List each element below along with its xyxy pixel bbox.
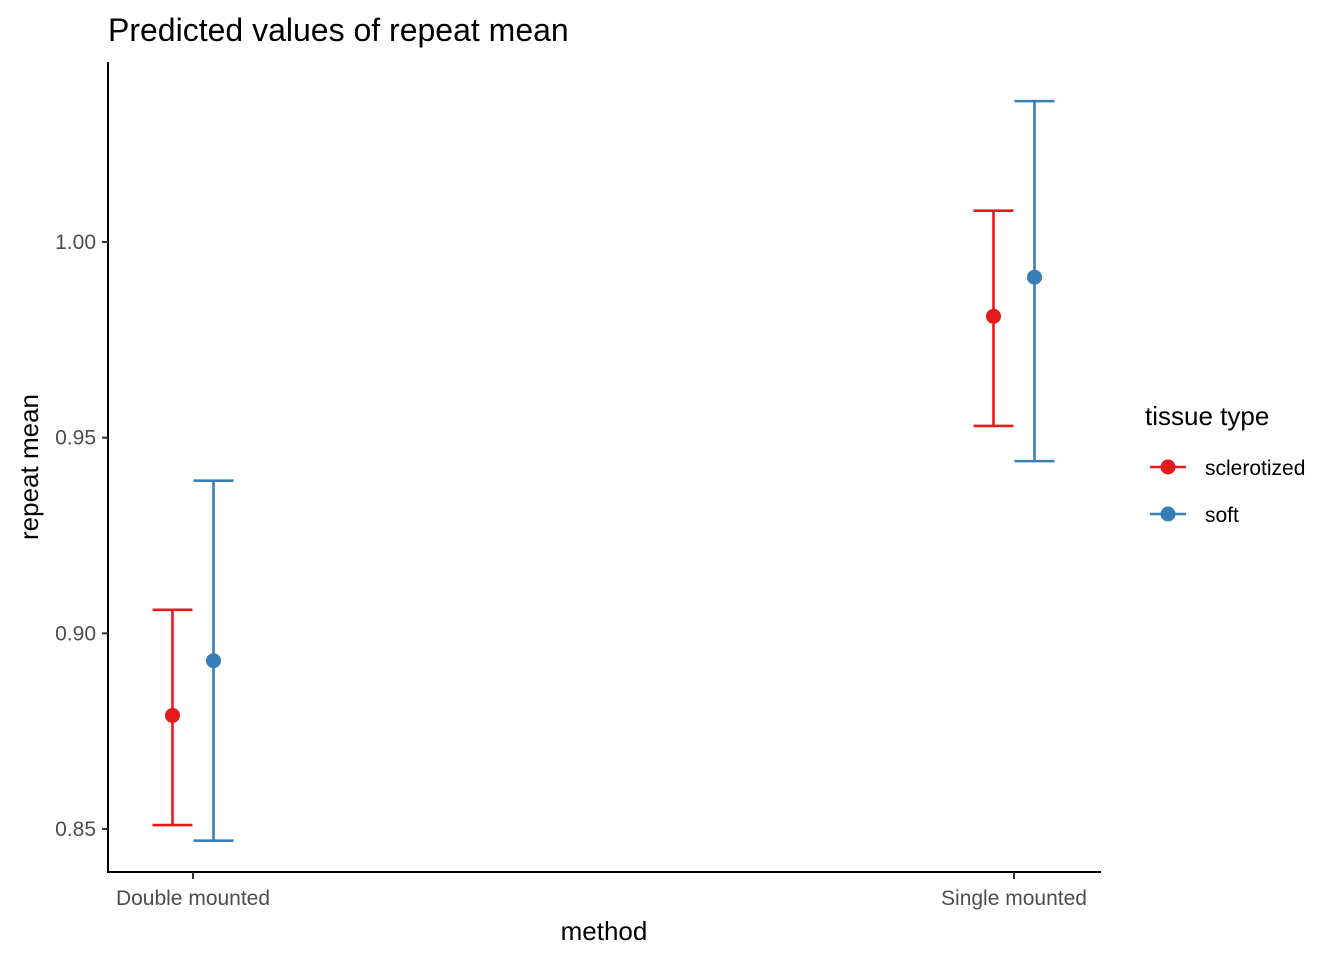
y-axis-title: repeat mean [14, 394, 44, 540]
legend-label: soft [1205, 504, 1239, 527]
plot-area: 0.85 0.90 0.95 1.00 Double mounted Single mo… [55, 62, 1101, 910]
point-sclerotized [986, 308, 1001, 324]
legend-title: tissue type [1145, 401, 1269, 431]
point-soft [1027, 269, 1042, 285]
y-tick-label: 1.00 [55, 231, 96, 254]
x-tick-label: Double mounted [116, 887, 270, 910]
x-ticks: Double mounted Single mounted [116, 872, 1087, 910]
x-axis-title: method [561, 916, 648, 946]
y-tick-label: 0.90 [55, 622, 96, 645]
x-tick-label: Single mounted [941, 887, 1087, 910]
legend-key-point [1160, 506, 1176, 522]
y-ticks: 0.85 0.90 0.95 1.00 [55, 231, 108, 841]
legend-key-point [1160, 459, 1176, 475]
point-soft [206, 653, 221, 669]
chart-title: Predicted values of repeat mean [108, 12, 569, 48]
data-marks [152, 99, 1055, 842]
point-sclerotized [165, 707, 180, 723]
y-tick-label: 0.85 [55, 818, 96, 841]
legend-item-soft: soft [1150, 504, 1239, 527]
legend: tissue type sclerotized soft [1145, 401, 1305, 527]
legend-items: sclerotized soft [1150, 457, 1305, 527]
legend-label: sclerotized [1205, 457, 1305, 480]
y-tick-label: 0.95 [55, 427, 96, 450]
legend-item-sclerotized: sclerotized [1150, 457, 1305, 480]
